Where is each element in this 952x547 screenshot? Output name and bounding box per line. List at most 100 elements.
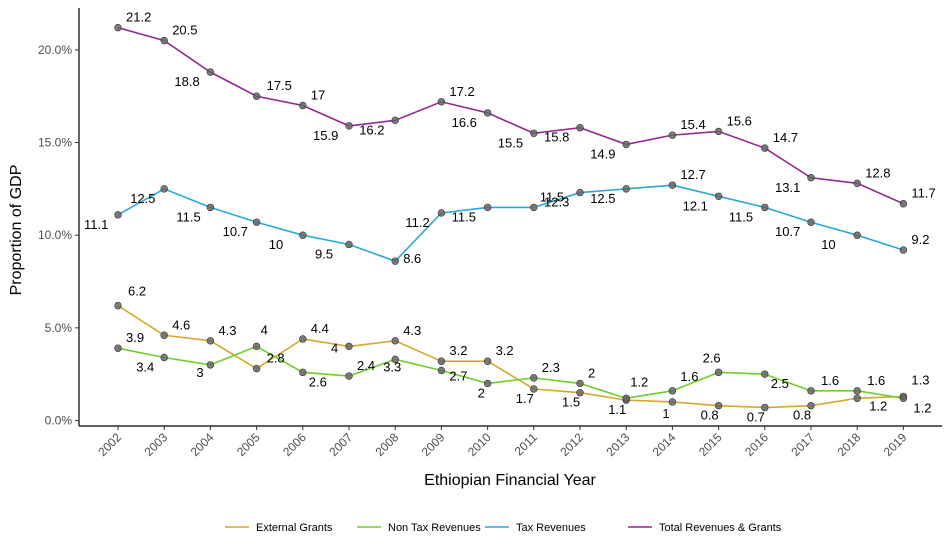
data-point [160, 331, 168, 339]
legend: External Grants Non Tax Revenues Tax Reven… [225, 522, 782, 534]
data-label: 16.6 [452, 115, 477, 130]
data-point [899, 246, 908, 254]
data-label: 12.1 [683, 198, 708, 213]
data-point [114, 211, 122, 219]
data-label: 3.2 [496, 343, 514, 358]
data-point [530, 385, 538, 393]
x-tick-label: 2005 [234, 430, 263, 459]
data-point [668, 387, 677, 395]
data-label: 15.6 [727, 113, 752, 128]
data-label: 18.8 [174, 74, 199, 89]
data-point [114, 344, 122, 352]
data-label: 15.4 [680, 117, 705, 132]
data-label: 11.5 [540, 189, 564, 204]
x-tick-label: 2013 [604, 430, 633, 459]
data-point [391, 337, 399, 345]
data-label: 3.4 [136, 359, 154, 374]
data-point [345, 240, 353, 249]
series-points [114, 181, 908, 265]
series-non-tax-revenues [117, 345, 904, 400]
data-label: 15.9 [313, 128, 338, 143]
data-point [437, 209, 446, 217]
data-point [252, 218, 261, 226]
data-label: 0.8 [793, 408, 811, 423]
data-label: 11.5 [176, 209, 200, 224]
data-label: 2 [588, 365, 595, 380]
data-point [807, 174, 815, 182]
data-label: 4.3 [218, 323, 236, 338]
data-label: 6.2 [128, 284, 146, 299]
data-label: 3.3 [383, 359, 401, 374]
y-tick-label: 10.0% [38, 228, 72, 242]
data-point [345, 122, 353, 130]
data-label: 2.7 [449, 368, 467, 383]
x-tick-label: 2012 [557, 430, 586, 459]
data-labels-layer: 6.24.6 4.32.84.444.33.2 3.21.7 1.5 1.1 1 0.8 0.… [84, 10, 936, 425]
data-label: 2.6 [309, 374, 327, 389]
data-label: 2.3 [542, 360, 560, 375]
data-point [206, 68, 215, 76]
legend-item: Non Tax Revenues [357, 522, 481, 534]
x-tick-label: 2019 [881, 430, 910, 459]
data-point [714, 127, 723, 136]
x-tick-label: 2002 [95, 430, 124, 459]
data-point [437, 357, 446, 365]
data-point [252, 364, 261, 373]
data-label: 4.3 [403, 323, 421, 338]
x-axis-title: Ethiopian Financial Year [424, 472, 596, 489]
data-point [299, 335, 307, 343]
series-points [114, 342, 908, 402]
x-tick-label: 2007 [326, 430, 355, 459]
data-point [299, 231, 307, 239]
legend-item: Total Revenues & Grants [628, 522, 782, 534]
data-point [714, 368, 723, 377]
legend-item: Tax Revenues [485, 522, 586, 534]
data-point [160, 36, 168, 45]
x-tick-label: 2008 [373, 430, 402, 459]
data-label: 8.6 [403, 251, 421, 266]
data-label: 9.5 [315, 246, 333, 261]
data-label: 3.9 [126, 330, 144, 345]
data-label: 2.6 [703, 350, 721, 365]
data-point [853, 231, 861, 239]
series-line [117, 26, 904, 205]
data-point [299, 101, 307, 110]
data-label: 2 [478, 385, 485, 400]
data-point [483, 379, 492, 388]
data-point [853, 394, 861, 402]
data-label: 21.2 [126, 10, 151, 25]
data-label: 12.7 [680, 167, 705, 182]
data-label: 12.5 [130, 191, 155, 206]
data-point [714, 401, 723, 410]
series-line [117, 345, 904, 400]
data-point [206, 361, 215, 369]
data-point [530, 203, 538, 212]
data-point [437, 366, 446, 375]
data-point [761, 144, 769, 152]
data-label: 12.5 [590, 191, 615, 206]
data-label: 11.7 [911, 186, 935, 201]
data-label: 15.5 [498, 135, 523, 150]
data-label: 10 [821, 237, 835, 252]
data-point [483, 203, 492, 212]
y-axis-title: Proportion of GDP [8, 165, 25, 296]
data-label: 2.5 [771, 376, 789, 391]
data-label: 1.6 [680, 369, 698, 384]
data-point [761, 403, 769, 412]
data-point [483, 357, 492, 365]
data-label: 11.5 [452, 209, 476, 224]
x-tick-label: 2009 [419, 430, 448, 459]
series-external-grants [117, 304, 904, 409]
data-point [622, 140, 630, 149]
data-label: 1.2 [630, 374, 648, 389]
series-points [114, 23, 908, 208]
data-label: 2.8 [267, 351, 285, 366]
data-point [576, 389, 584, 397]
data-point [206, 203, 215, 212]
data-label: 10.7 [223, 224, 248, 239]
data-label: 9.2 [911, 232, 929, 247]
data-point [299, 368, 307, 377]
data-label: 11.1 [84, 217, 108, 232]
data-label: 0.7 [747, 410, 765, 425]
